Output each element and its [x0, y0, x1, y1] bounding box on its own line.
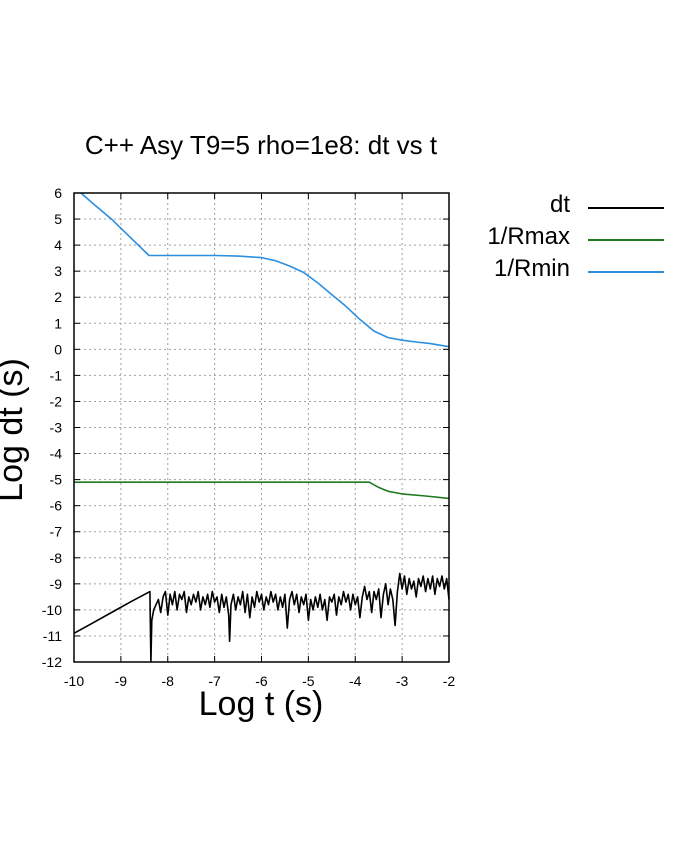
y-tick-label: -4 [50, 446, 63, 462]
x-axis-label: Log t (s) [199, 685, 324, 723]
y-tick-label: 1 [54, 315, 62, 331]
x-tick-label: -3 [396, 673, 409, 689]
x-tick-label: -6 [255, 673, 268, 689]
x-tick-label: -5 [302, 673, 315, 689]
legend-label: 1/Rmax [487, 223, 570, 250]
chart-title: C++ Asy T9=5 rho=1e8: dt vs t [85, 130, 438, 160]
legend-label: dt [550, 191, 570, 218]
y-tick-label: 5 [54, 211, 62, 227]
y-tick-label: -7 [50, 524, 63, 540]
series-line-1-rmin [80, 192, 450, 348]
y-tick-label: 4 [54, 237, 62, 253]
y-tick-label: -2 [50, 393, 63, 409]
grid [74, 193, 449, 662]
x-tick-label: -2 [443, 673, 456, 689]
y-tick-label: 6 [54, 185, 62, 201]
y-tick-label: -6 [50, 498, 63, 514]
legend-label: 1/Rmin [494, 255, 570, 282]
y-tick-label: 0 [54, 341, 62, 357]
y-tick-label: -5 [50, 472, 63, 488]
y-tick-label: 2 [54, 289, 62, 305]
y-tick-label: -3 [50, 420, 63, 436]
series-line-1-rmax [74, 481, 450, 500]
y-axis-label: Log dt (s) [0, 358, 30, 502]
x-tick-label: -10 [64, 673, 84, 689]
x-tick-label: -8 [162, 673, 175, 689]
y-tick-label: -9 [50, 576, 63, 592]
axis-ticks: -10 -9 -8 -7 -6 -5 -4 -3 -2 6 5 4 3 2 1 0 -1 -2 -3 -4 -5 -6 -7… [42, 185, 456, 689]
legend: dt 1/Rmax 1/Rmin [487, 191, 664, 282]
y-tick-label: -11 [43, 628, 62, 644]
y-tick-label: 3 [54, 263, 62, 279]
plot-lines [73, 192, 450, 663]
x-tick-label: -7 [208, 673, 221, 689]
x-tick-label: -4 [349, 673, 362, 689]
series-line-dt [73, 572, 450, 663]
y-tick-label: -10 [42, 602, 62, 618]
y-tick-label: -1 [50, 367, 63, 383]
y-tick-label: -8 [50, 550, 63, 566]
y-tick-label: -12 [42, 654, 62, 670]
x-tick-label: -9 [115, 673, 128, 689]
